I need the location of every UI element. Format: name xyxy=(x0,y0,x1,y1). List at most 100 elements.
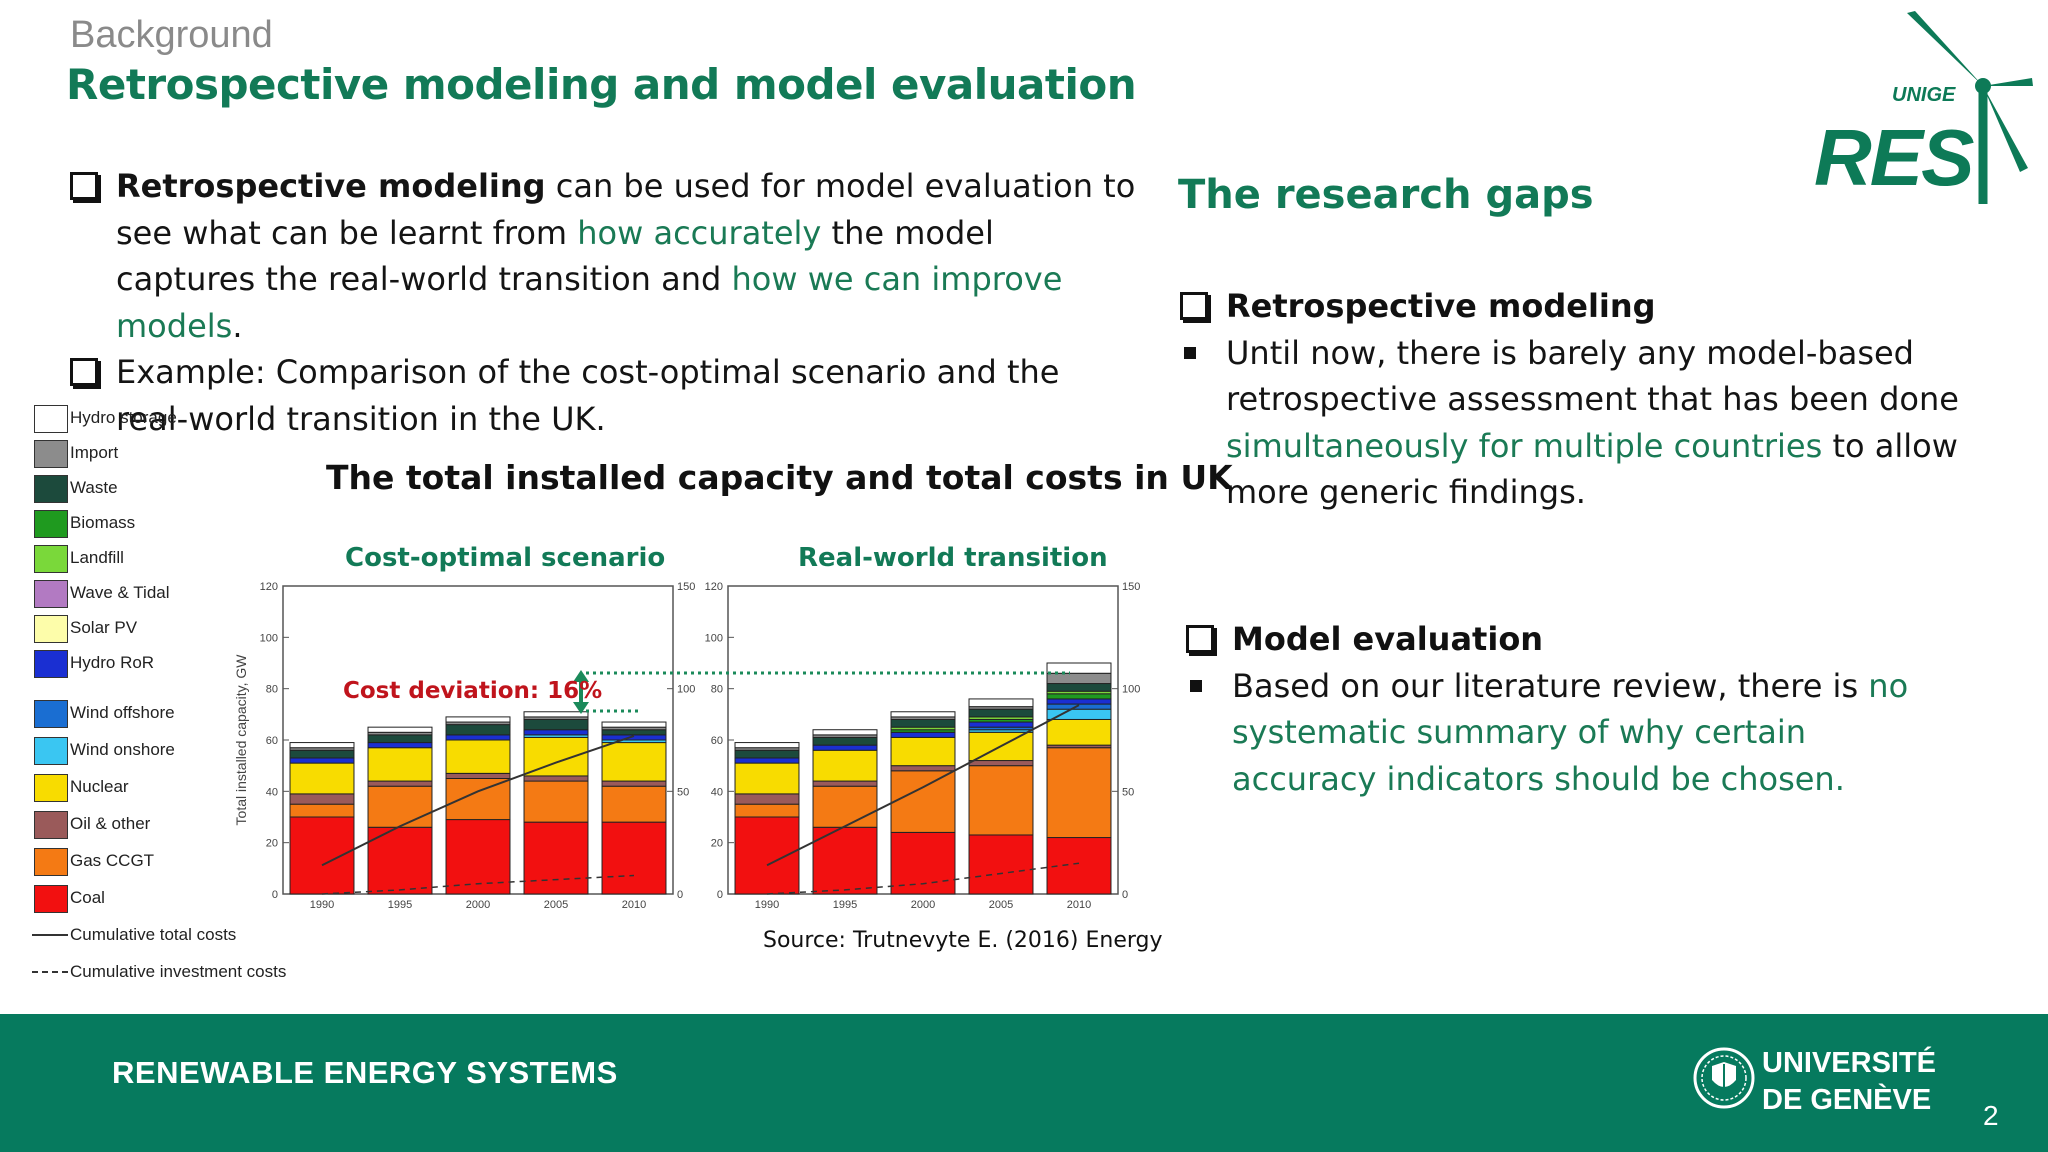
bar-segment xyxy=(445,778,511,821)
bar-segment xyxy=(968,708,1034,718)
legend-label: Cumulative total costs xyxy=(70,925,237,944)
bar-segment xyxy=(968,698,1034,708)
bar-segment xyxy=(445,772,511,780)
bar-segment xyxy=(445,739,511,774)
bar-segment xyxy=(289,793,355,805)
bar-segment xyxy=(445,734,511,741)
university-name: UNIVERSITÉ DE GENÈVE xyxy=(1762,1045,1936,1119)
y-tick-label: 20 xyxy=(711,838,723,850)
gap-retrospective: Retrospective modeling Until now, there … xyxy=(1180,283,2000,516)
legend-swatch xyxy=(34,848,68,876)
bar-segment xyxy=(1046,837,1112,895)
bar-segment xyxy=(445,724,511,736)
bar-segment xyxy=(523,711,589,718)
legend-swatch xyxy=(34,615,68,643)
bar-segment xyxy=(367,826,433,895)
gap-text: to allow more generic findings. xyxy=(1226,426,1958,512)
y-tick-label: 60 xyxy=(711,735,723,747)
y-tick-label: 60 xyxy=(266,735,278,747)
figure-title: The total installed capacity and total c… xyxy=(326,458,1233,497)
legend-label: Wind offshore xyxy=(70,703,175,722)
bar-segment xyxy=(1046,747,1112,839)
res-logo: UNIGE RES xyxy=(1800,8,2040,208)
bar-segment xyxy=(734,816,800,895)
footer-title: RENEWABLE ENERGY SYSTEMS xyxy=(112,1055,618,1090)
legend-swatch xyxy=(34,885,68,913)
legend-label: Wind onshore xyxy=(70,740,175,759)
research-gaps-title: The research gaps xyxy=(1178,172,1594,218)
legend-label: Landfill xyxy=(70,548,124,567)
x-tick-label: 2005 xyxy=(544,899,568,911)
bar-segment xyxy=(1046,683,1112,692)
unige-seal-icon xyxy=(1692,1046,1756,1110)
bar-segment xyxy=(890,731,956,738)
x-tick-label: 2000 xyxy=(466,899,490,911)
y-tick-label: 120 xyxy=(705,581,723,593)
y2-tick-label: 50 xyxy=(677,786,689,798)
bar-segment xyxy=(890,765,956,772)
gap-heading: Model evaluation xyxy=(1232,620,1544,658)
x-tick-label: 2000 xyxy=(911,899,935,911)
bar-segment xyxy=(734,757,800,764)
bar-segment xyxy=(601,721,667,728)
bar-segment xyxy=(890,736,956,767)
bar-segment xyxy=(601,734,667,741)
wind-turbine-icon xyxy=(1907,11,2033,204)
legend-label: Waste xyxy=(70,478,118,497)
deviation-arrow-head-down xyxy=(573,702,589,714)
bar-segment xyxy=(734,762,800,795)
bar-segment xyxy=(601,742,667,782)
gap-heading: Retrospective modeling xyxy=(1226,287,1656,325)
figure-source: Source: Trutnevyte E. (2016) Energy xyxy=(763,928,1163,953)
bar-segment xyxy=(523,729,589,736)
legend-swatch xyxy=(34,774,68,802)
y-tick-label: 80 xyxy=(266,684,278,696)
y2-tick-label: 150 xyxy=(677,581,695,593)
legend-dashed-line xyxy=(32,971,68,973)
highlight-text: how we can improve models xyxy=(116,260,1063,345)
bullet-bold: Retrospective modeling xyxy=(116,167,546,205)
bar-segment xyxy=(601,785,667,823)
bar-segment xyxy=(1046,693,1112,700)
x-tick-label: 1990 xyxy=(755,899,779,911)
chart-legend: Hydro storage Import Waste Biomass Landfill W… xyxy=(30,403,286,1003)
legend-label: Import xyxy=(70,443,119,462)
slide-title: Retrospective modeling and model evaluat… xyxy=(66,60,1137,109)
bar-segment xyxy=(601,780,667,787)
bar-segment xyxy=(367,742,433,749)
bar-segment xyxy=(968,760,1034,767)
bar-segment xyxy=(734,803,800,818)
bar-segment xyxy=(1046,662,1112,674)
bar-segment xyxy=(523,775,589,782)
legend-swatch xyxy=(34,700,68,728)
bar-segment xyxy=(812,736,878,746)
legend-label: Oil & other xyxy=(70,814,151,833)
y-axis-label: Total installed capacity, GW xyxy=(233,654,249,826)
legend-swatch xyxy=(34,545,68,573)
highlight-text: simultaneously for multiple countries xyxy=(1226,426,1823,465)
y-tick-label: 80 xyxy=(711,684,723,696)
bar-segment xyxy=(367,780,433,787)
bar-segment xyxy=(289,742,355,749)
university-line1: UNIVERSITÉ xyxy=(1762,1047,1937,1079)
bar-segment xyxy=(968,721,1034,728)
gap-text: Until now, there is barely any model-bas… xyxy=(1226,333,1959,419)
bullet-text: can be used for model evaluation to see … xyxy=(116,167,1136,252)
y-tick-label: 40 xyxy=(266,786,278,798)
bar-segment xyxy=(890,770,956,833)
y2-tick-label: 0 xyxy=(677,889,683,901)
bullet-retrospective: Retrospective modeling can be used for m… xyxy=(70,163,1140,349)
y2-tick-label: 0 xyxy=(1122,889,1128,901)
bullet-text: Example: Comparison of the cost-optimal … xyxy=(116,353,1060,438)
legend-swatch xyxy=(34,510,68,538)
checkbox-bullet-icon xyxy=(1186,625,1214,653)
y2-tick-label: 100 xyxy=(677,684,695,696)
gap-model-evaluation: Model evaluation Based on our literature… xyxy=(1186,616,1946,802)
x-tick-label: 1990 xyxy=(310,899,334,911)
y-tick-label: 20 xyxy=(266,838,278,850)
legend-swatch xyxy=(34,811,68,839)
bar-segment xyxy=(1046,698,1112,705)
square-bullet-icon xyxy=(1190,679,1202,692)
legend-label: Cumulative investment costs xyxy=(70,962,287,981)
